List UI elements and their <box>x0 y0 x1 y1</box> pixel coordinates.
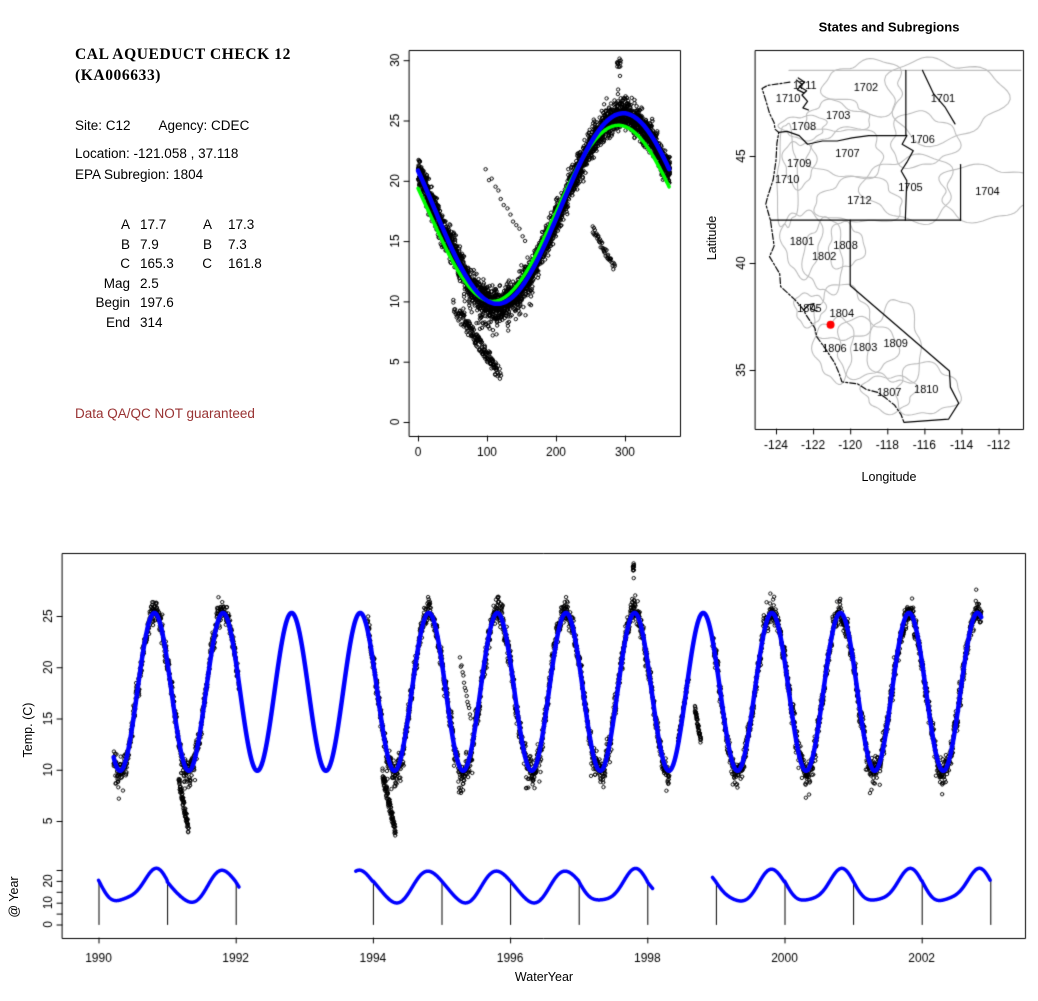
param-row: B 7.9 B 7.3 <box>75 235 298 255</box>
atyear-axis-label: @ Year <box>7 876 21 918</box>
param-value: 197.6 <box>140 295 174 310</box>
station-title: CAL AQUEDUCT CHECK 12 (KA006633) <box>75 44 291 86</box>
epa-subregion-line: EPA Subregion: 1804 <box>75 167 204 182</box>
param-value: 7.9 <box>140 236 159 252</box>
location-line: Location: -121.058 , 37.118 <box>75 146 239 161</box>
param-label <box>198 293 212 313</box>
param-value <box>228 313 298 333</box>
site-line: Site: C12 Agency: CDEC <box>75 118 249 133</box>
param-value <box>228 293 298 313</box>
param-label: Begin <box>95 295 130 310</box>
qa-warning-text: Data QA/QC NOT guaranteed <box>75 406 255 421</box>
param-label: End <box>105 314 130 330</box>
fit-parameters-table: A 17.7 A 17.3 B 7.9 B 7.3 C 165.3 C 161.8 Mag 2.5 Begi… <box>75 215 298 332</box>
temp-axis-label: Temp. (C) <box>21 702 35 758</box>
param-value: 161.8 <box>228 256 262 271</box>
param-label: B <box>202 236 212 252</box>
site-label: Site: C12 <box>75 118 131 133</box>
param-label: Mag <box>103 275 130 291</box>
latitude-axis-label: Latitude <box>705 215 719 261</box>
param-row: End 314 <box>75 313 298 333</box>
wateryear-axis-label: WaterYear <box>514 970 574 984</box>
param-label: A <box>202 217 212 232</box>
param-value: 2.5 <box>140 275 159 291</box>
param-label: A <box>120 217 130 232</box>
param-label <box>198 274 212 294</box>
map-title: States and Subregions <box>818 19 960 35</box>
param-value: 17.7 <box>140 217 167 232</box>
param-row: A 17.7 A 17.3 <box>75 215 298 235</box>
param-label: C <box>202 256 212 271</box>
param-value: 165.3 <box>140 256 174 271</box>
param-label <box>198 313 212 333</box>
param-row: C 165.3 C 161.8 <box>75 254 298 274</box>
longitude-axis-label: Longitude <box>861 470 917 484</box>
station-id: (KA006633) <box>75 67 162 84</box>
param-value <box>228 274 298 294</box>
param-row: Mag 2.5 <box>75 274 298 294</box>
param-value: 17.3 <box>228 217 255 232</box>
param-value: 7.3 <box>228 236 247 252</box>
agency-label: Agency: CDEC <box>158 118 250 133</box>
param-label: B <box>120 236 130 252</box>
station-title-line1: CAL AQUEDUCT CHECK 12 <box>75 46 291 63</box>
param-value: 314 <box>140 314 163 330</box>
param-row: Begin 197.6 <box>75 293 298 313</box>
param-label: C <box>120 256 130 271</box>
